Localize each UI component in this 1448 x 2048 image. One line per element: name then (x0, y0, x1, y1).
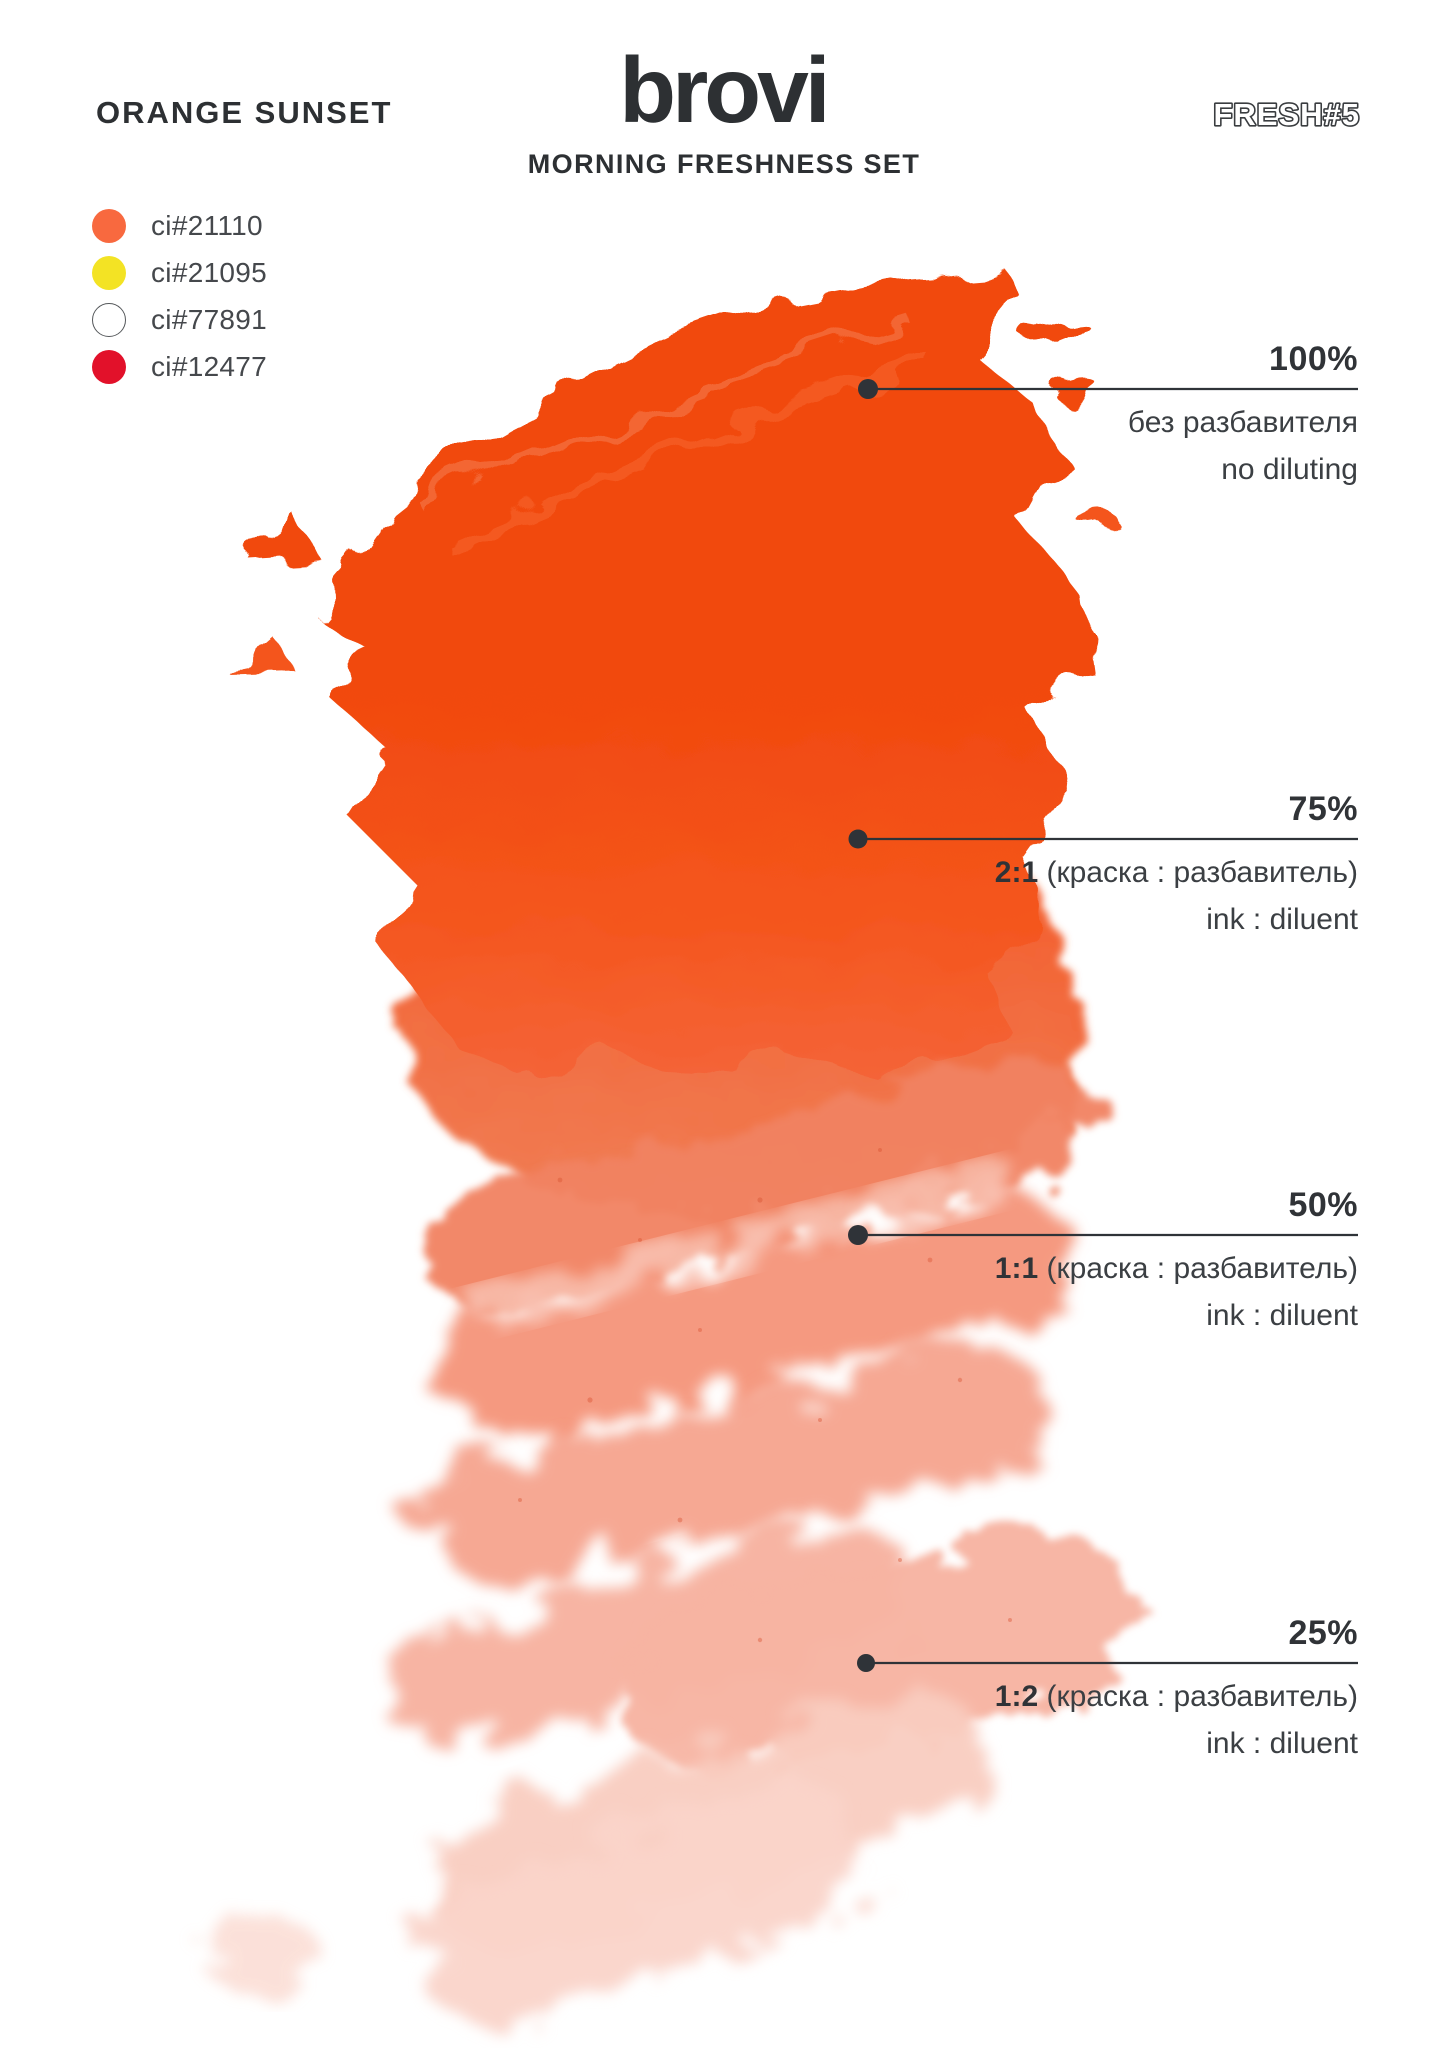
dilution-ratio-en: ink : diluent (1206, 903, 1358, 936)
swatch-smudge (198, 1912, 318, 1992)
dilution-percent: 75% (1288, 790, 1358, 828)
leader-dots (848, 379, 878, 1672)
swatch-zone-50 (428, 1053, 1092, 1317)
pigment-legend: ci#21110 ci#21095 ci#77891 ci#12477 (92, 209, 267, 384)
fresh-badge-text: FRESH#5 (1213, 97, 1360, 132)
pigment-ci-label: ci#21110 (151, 210, 263, 241)
swatch-zone-25a (435, 1345, 1044, 1586)
pigment-ci-label: ci#21095 (151, 257, 268, 288)
legend-item: ci#21110 (92, 209, 267, 243)
swatch-tail-b (428, 1776, 861, 2030)
swatch-zone-50b (446, 1193, 1073, 1438)
pigment-ci-label: ci#12477 (151, 351, 268, 382)
annotation-25: 25% 1:2 (краска : разбавитель) ink : dil… (995, 1614, 1358, 1767)
annotation-50: 50% 1:1 (краска : разбавитель) ink : dil… (995, 1186, 1358, 1339)
ratio-prefix: 2:1 (994, 856, 1039, 889)
dilution-ratio-en: no diluting (1221, 453, 1358, 486)
swatch-edge-spatter (232, 318, 1116, 678)
fresh-badge: FRESH#5 (1162, 92, 1362, 143)
ratio-text: без разбавителя (1127, 406, 1358, 439)
annotation-75: 75% 2:1 (краска : разбавитель) ink : dil… (995, 790, 1358, 943)
pigment-ci-label: ci#77891 (151, 304, 268, 335)
pigment-color-dot (92, 256, 126, 290)
swatch-zone-25c (622, 1532, 1137, 1774)
pigment-color-dot (92, 350, 126, 384)
ratio-prefix: 1:2 (994, 1680, 1039, 1713)
brand-logo: brovi (619, 38, 830, 142)
dilution-percent: 50% (1288, 1186, 1358, 1224)
pigment-color-dot (92, 303, 126, 337)
legend-item: ci#12477 (92, 350, 267, 384)
dilution-ratio-ru: без разбавителя (1128, 399, 1358, 446)
ratio-text: (краска : разбавитель) (1038, 1252, 1358, 1285)
dilution-percent: 25% (1288, 1614, 1358, 1652)
legend-item: ci#21095 (92, 256, 267, 290)
palette-name: ORANGE SUNSET (96, 95, 393, 130)
dilution-ratio-ru: 2:1 (краска : разбавитель) (995, 849, 1358, 896)
dilution-ratio-ru: 1:1 (краска : разбавитель) (995, 1245, 1358, 1292)
ratio-prefix: 1:1 (994, 1252, 1039, 1285)
ratio-text: (краска : разбавитель) (1038, 856, 1358, 889)
dilution-ratio-en: ink : diluent (1206, 1727, 1358, 1760)
annotation-100: 100% без разбавителя no diluting (1128, 340, 1358, 493)
pigment-color-dot (92, 209, 126, 243)
set-name: MORNING FRESHNESS SET (527, 149, 921, 179)
dilution-ratio-en: ink : diluent (1206, 1299, 1358, 1332)
dilution-ratio-ru: 1:2 (краска : разбавитель) (995, 1673, 1358, 1720)
swatch-speckles (518, 1148, 1012, 1643)
legend-item: ci#77891 (92, 303, 267, 337)
leader-lines (858, 387, 1358, 1665)
swatch-light-streak (476, 1162, 1022, 1329)
dilution-percent: 100% (1269, 340, 1358, 378)
ratio-text: (краска : разбавитель) (1038, 1680, 1358, 1713)
